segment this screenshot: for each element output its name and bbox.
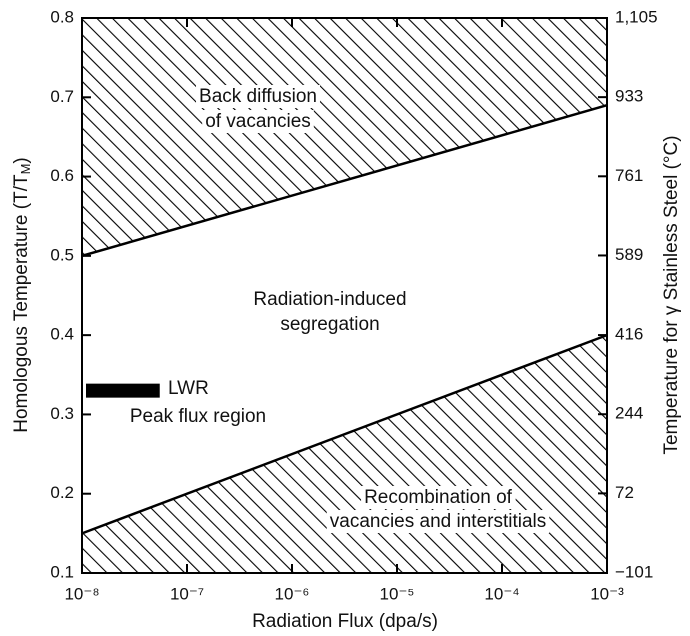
x-tick-label: 10⁻³ bbox=[590, 584, 624, 603]
y2-tick-label: 244 bbox=[615, 404, 643, 423]
x-tick-label: 10⁻⁷ bbox=[170, 584, 204, 603]
y-tick-label: 0.1 bbox=[50, 562, 74, 581]
x-tick-label: 10⁻⁸ bbox=[64, 584, 99, 603]
annotation: of vacancies bbox=[205, 111, 311, 132]
boundary-line bbox=[81, 104, 608, 258]
x-tick-label: 10⁻⁴ bbox=[484, 584, 519, 603]
x-axis-title: Radiation Flux (dpa/s) bbox=[252, 611, 438, 632]
y2-tick-label: 72 bbox=[615, 483, 634, 502]
y2-tick-label: 933 bbox=[615, 87, 643, 106]
annotation: segregation bbox=[280, 314, 379, 335]
y2-tick-label: 416 bbox=[615, 325, 643, 344]
y-axis-title-text: Homologous Temperature (T/T bbox=[11, 174, 32, 433]
y2-tick-label: 1,105 bbox=[615, 7, 658, 26]
y-tick-label: 0.7 bbox=[50, 87, 74, 106]
y-axis-title-sub: M bbox=[18, 164, 33, 175]
y2-axis-title: Temperature for γ Stainless Steel (°C) bbox=[661, 135, 682, 454]
y2-tick-label: −101 bbox=[615, 562, 653, 581]
annotation: vacancies and interstitials bbox=[330, 511, 547, 532]
y-tick-label: 0.2 bbox=[50, 483, 74, 502]
y-axis-title: Homologous Temperature (T/TM) bbox=[11, 157, 33, 433]
hatched-region bbox=[82, 335, 607, 573]
annotation: LWR bbox=[168, 378, 209, 399]
label-background bbox=[361, 486, 516, 510]
annotations: Back diffusion of vacancies Radiation-in… bbox=[126, 85, 550, 534]
plot-frame bbox=[81, 17, 608, 574]
label-background bbox=[326, 510, 550, 534]
label-background bbox=[202, 110, 314, 134]
annotation: Peak flux region bbox=[130, 406, 266, 427]
y-tick-label: 0.3 bbox=[50, 404, 74, 423]
y-axis-title-end: ) bbox=[11, 157, 32, 163]
annotation: Recombination of bbox=[364, 487, 513, 508]
y-tick-label: 0.4 bbox=[50, 325, 74, 344]
y-tick-label: 0.5 bbox=[50, 245, 74, 264]
y-tick-label: 0.8 bbox=[50, 7, 74, 26]
label-background bbox=[126, 405, 270, 429]
y2-tick-label: 589 bbox=[615, 245, 643, 264]
label-background bbox=[277, 313, 383, 337]
annotation: Radiation-induced bbox=[253, 289, 406, 310]
boundary-line bbox=[81, 333, 608, 535]
annotation: Back diffusion bbox=[199, 86, 317, 107]
x-tick-label: 10⁻⁵ bbox=[380, 584, 415, 603]
x-tick-label: 10⁻⁶ bbox=[275, 584, 310, 603]
label-background bbox=[196, 85, 320, 109]
label-background bbox=[250, 288, 410, 312]
y2-tick-label: 761 bbox=[615, 166, 643, 185]
label-background bbox=[165, 377, 212, 401]
hatched-region bbox=[82, 18, 607, 256]
lwr-band bbox=[86, 383, 160, 398]
y-tick-label: 0.6 bbox=[50, 166, 74, 185]
